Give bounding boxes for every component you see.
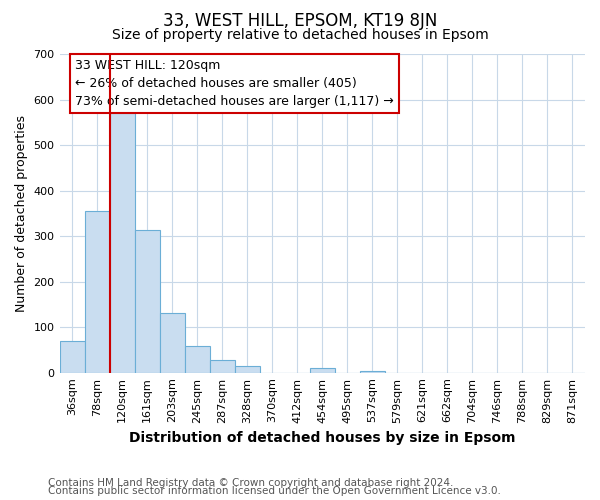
Text: Contains public sector information licensed under the Open Government Licence v3: Contains public sector information licen… — [48, 486, 501, 496]
Bar — [160, 314, 185, 372]
X-axis label: Distribution of detached houses by size in Epsom: Distribution of detached houses by size … — [129, 431, 515, 445]
Bar — [134, 230, 160, 372]
Bar — [110, 113, 134, 372]
Text: 33 WEST HILL: 120sqm
← 26% of detached houses are smaller (405)
73% of semi-deta: 33 WEST HILL: 120sqm ← 26% of detached h… — [76, 59, 394, 108]
Bar — [185, 346, 209, 372]
Bar — [310, 368, 335, 372]
Bar — [235, 366, 260, 372]
Text: Size of property relative to detached houses in Epsom: Size of property relative to detached ho… — [112, 28, 488, 42]
Bar — [209, 360, 235, 372]
Text: Contains HM Land Registry data © Crown copyright and database right 2024.: Contains HM Land Registry data © Crown c… — [48, 478, 454, 488]
Bar — [85, 211, 110, 372]
Text: 33, WEST HILL, EPSOM, KT19 8JN: 33, WEST HILL, EPSOM, KT19 8JN — [163, 12, 437, 30]
Bar — [59, 341, 85, 372]
Y-axis label: Number of detached properties: Number of detached properties — [15, 115, 28, 312]
Bar — [360, 371, 385, 372]
